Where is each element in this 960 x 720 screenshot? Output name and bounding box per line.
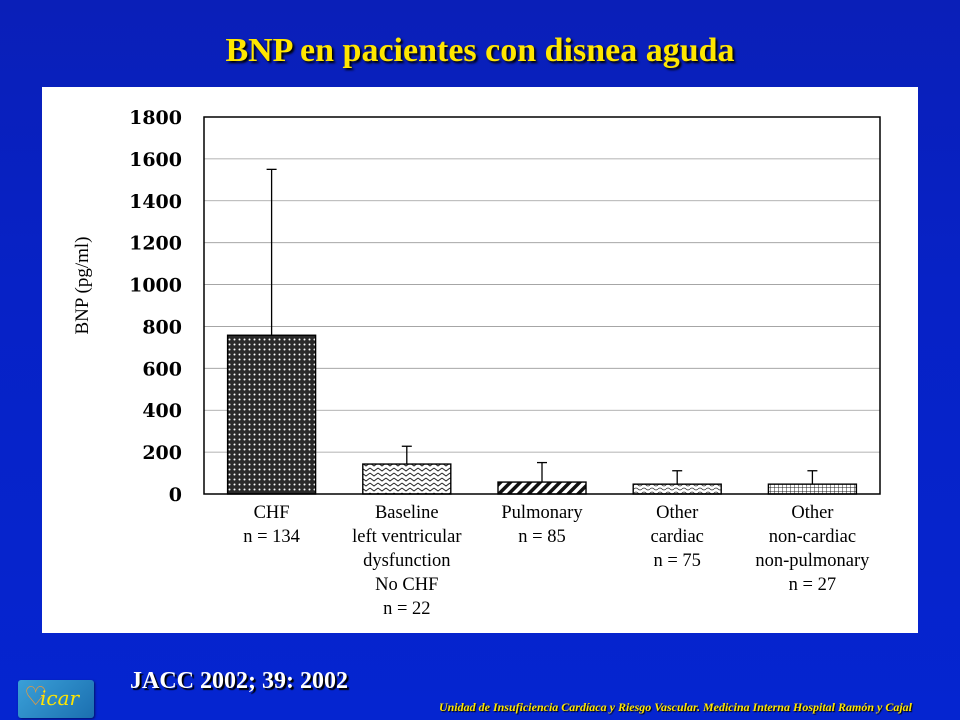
x-category-label: Other: [656, 503, 698, 523]
logo-text: icar: [40, 686, 80, 710]
x-category-label: non-cardiac: [769, 527, 856, 547]
x-category-label: Baseline: [375, 503, 439, 523]
citation: JACC 2002; 39: 2002: [130, 668, 348, 694]
x-category-label: Pulmonary: [501, 503, 583, 523]
icar-logo: ♡ icar: [18, 680, 94, 718]
bar-3: [497, 481, 587, 495]
heart-icon: ♡: [24, 682, 48, 712]
x-category-label: No CHF: [375, 575, 438, 595]
y-tick-label: 1600: [129, 149, 182, 171]
y-tick-label: 1800: [129, 107, 182, 129]
y-axis-label: BNP (pg/ml): [72, 237, 93, 335]
y-tick-label: 200: [142, 442, 182, 464]
y-tick-label: 800: [142, 316, 182, 338]
x-category-label: n = 22: [383, 599, 430, 619]
bar-4: [632, 483, 722, 495]
y-tick-label: 1000: [129, 275, 182, 297]
bar-2: [362, 463, 452, 495]
x-category-label: n = 75: [653, 551, 700, 571]
x-category-label: left ventricular: [352, 527, 461, 547]
x-category-label: non-pulmonary: [755, 551, 870, 571]
x-category-label: Other: [791, 503, 833, 523]
chart-panel: 0 200 400 600 800 1000 1200 1400 1600 1800 BNP (pg…: [42, 87, 918, 633]
x-category-label: n = 134: [243, 527, 300, 547]
y-tick-label: 0: [169, 484, 182, 506]
x-category-label: n = 27: [789, 575, 836, 595]
plot-frame: [203, 116, 881, 495]
x-category-label: dysfunction: [363, 551, 450, 571]
y-tick-label: 1200: [129, 233, 182, 255]
y-tick-label: 1400: [129, 191, 182, 213]
y-tick-label: 400: [142, 400, 182, 422]
footer-institution: Unidad de Insuficiencia Cardíaca y Riesg…: [438, 700, 912, 714]
x-category-label: cardiac: [650, 527, 703, 547]
x-category-label: CHF: [254, 503, 290, 523]
y-tick-label: 600: [142, 358, 182, 380]
slide-title: BNP en pacientes con disnea aguda: [225, 32, 735, 69]
bnp-bar-chart: 0 200 400 600 800 1000 1200 1400 1600 1800 BNP (pg…: [72, 107, 881, 619]
bar-5: [767, 483, 858, 495]
x-category-label: n = 85: [518, 527, 565, 547]
bar-1: [226, 334, 317, 495]
